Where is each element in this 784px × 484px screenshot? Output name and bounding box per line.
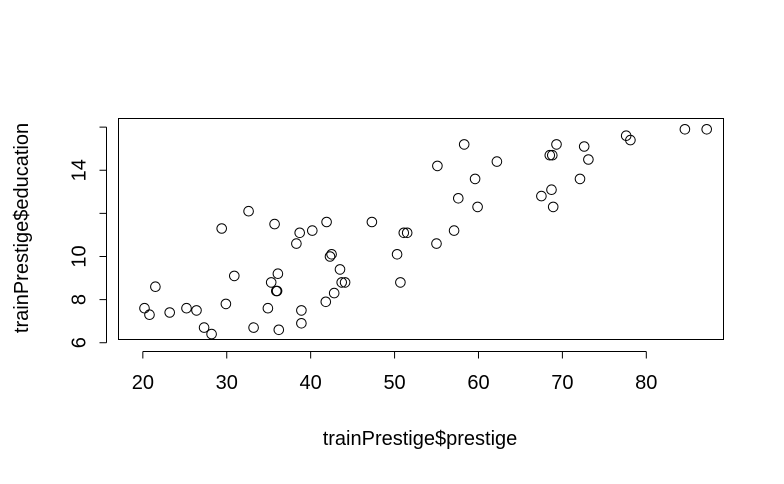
data-point [191, 305, 202, 316]
x-tick-label: 50 [383, 372, 405, 394]
data-point [334, 264, 346, 275]
data-point [453, 193, 464, 204]
data-point [547, 149, 558, 161]
data-point [701, 124, 713, 135]
y-tick-label: 14 [69, 159, 91, 181]
data-point [269, 218, 280, 230]
data-point [243, 205, 254, 217]
x-axis-label: trainPrestige$prestige [323, 428, 518, 450]
data-point [206, 328, 217, 340]
data-point [391, 249, 403, 260]
data-point [536, 190, 547, 202]
x-tick-label: 30 [216, 372, 238, 394]
data-point [265, 277, 277, 288]
y-tick-label: 8 [69, 294, 91, 305]
data-point [320, 296, 332, 308]
data-point [398, 227, 410, 239]
data-point [491, 156, 503, 167]
data-point [625, 134, 636, 146]
data-point [307, 225, 318, 236]
data-point [401, 227, 413, 239]
data-point [544, 149, 556, 161]
data-point [229, 270, 240, 282]
data-point [574, 173, 586, 185]
data-point [272, 268, 284, 280]
data-point [336, 277, 348, 288]
data-point [164, 307, 175, 318]
data-point [271, 285, 283, 297]
data-point [321, 216, 332, 228]
y-tick-label: 10 [69, 245, 91, 267]
x-tick-label: 80 [635, 372, 657, 394]
data-point [551, 139, 562, 150]
data-point [294, 227, 306, 239]
data-point [220, 298, 232, 310]
data-point [546, 184, 557, 195]
data-point [324, 251, 336, 262]
data-point [472, 201, 483, 213]
x-tick-label: 70 [551, 372, 573, 394]
x-tick-label: 20 [132, 372, 154, 394]
data-point [395, 277, 406, 288]
x-tick-label: 60 [467, 372, 489, 394]
points-layer [139, 124, 713, 340]
data-point [469, 173, 481, 185]
data-point [273, 324, 285, 336]
data-point [679, 124, 691, 135]
data-point [432, 160, 443, 172]
data-point [448, 225, 460, 236]
data-point [296, 318, 307, 329]
plot-frame [118, 118, 724, 340]
data-point [431, 238, 442, 249]
data-point [181, 302, 192, 314]
data-point [291, 238, 302, 249]
data-point [216, 223, 227, 234]
y-axis: 6 8 10 14 [69, 126, 107, 348]
data-point [326, 249, 337, 260]
data-point [366, 216, 378, 228]
data-point [144, 309, 155, 321]
data-point [248, 322, 259, 333]
data-point [150, 281, 161, 293]
data-point [339, 277, 351, 288]
y-tick-label: 6 [69, 337, 91, 348]
x-tick-label: 40 [300, 372, 322, 394]
data-point [578, 141, 590, 152]
data-point [139, 302, 150, 314]
data-point [198, 322, 210, 333]
x-axis: 20 30 40 50 60 70 80 [132, 351, 657, 394]
data-point [328, 287, 340, 299]
y-axis-label: trainPrestige$education [11, 123, 33, 333]
data-point [271, 285, 282, 297]
data-point [296, 305, 307, 316]
data-point [262, 302, 274, 314]
data-point [547, 201, 559, 213]
data-point [458, 139, 470, 150]
data-point [583, 154, 594, 165]
